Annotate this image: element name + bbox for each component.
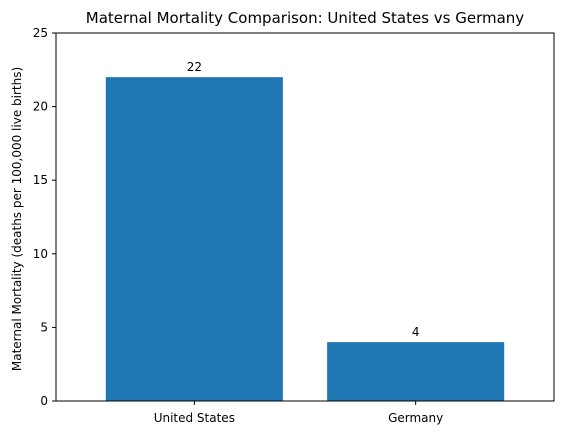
bar-germany xyxy=(327,342,505,401)
x-tick-label: Germany xyxy=(388,411,443,425)
y-tick-label: 20 xyxy=(33,100,48,114)
y-tick-label: 25 xyxy=(33,26,48,40)
data-label: 22 xyxy=(187,60,202,74)
axes-frame xyxy=(55,32,555,402)
bar-united-states xyxy=(105,77,283,401)
y-tick-label: 5 xyxy=(40,320,48,334)
y-tick-label: 15 xyxy=(33,173,48,187)
x-tick-label: United States xyxy=(154,411,235,425)
y-tick-label: 10 xyxy=(33,247,48,261)
chart-title: Maternal Mortality Comparison: United St… xyxy=(86,9,524,27)
y-axis-label: Maternal Mortality (deaths per 100,000 l… xyxy=(10,67,24,371)
data-label: 4 xyxy=(412,325,420,339)
y-tick-label: 0 xyxy=(40,394,48,408)
plot-area: 22 United States 4 Germany 0 5 10 15 20 25 xyxy=(33,26,555,425)
